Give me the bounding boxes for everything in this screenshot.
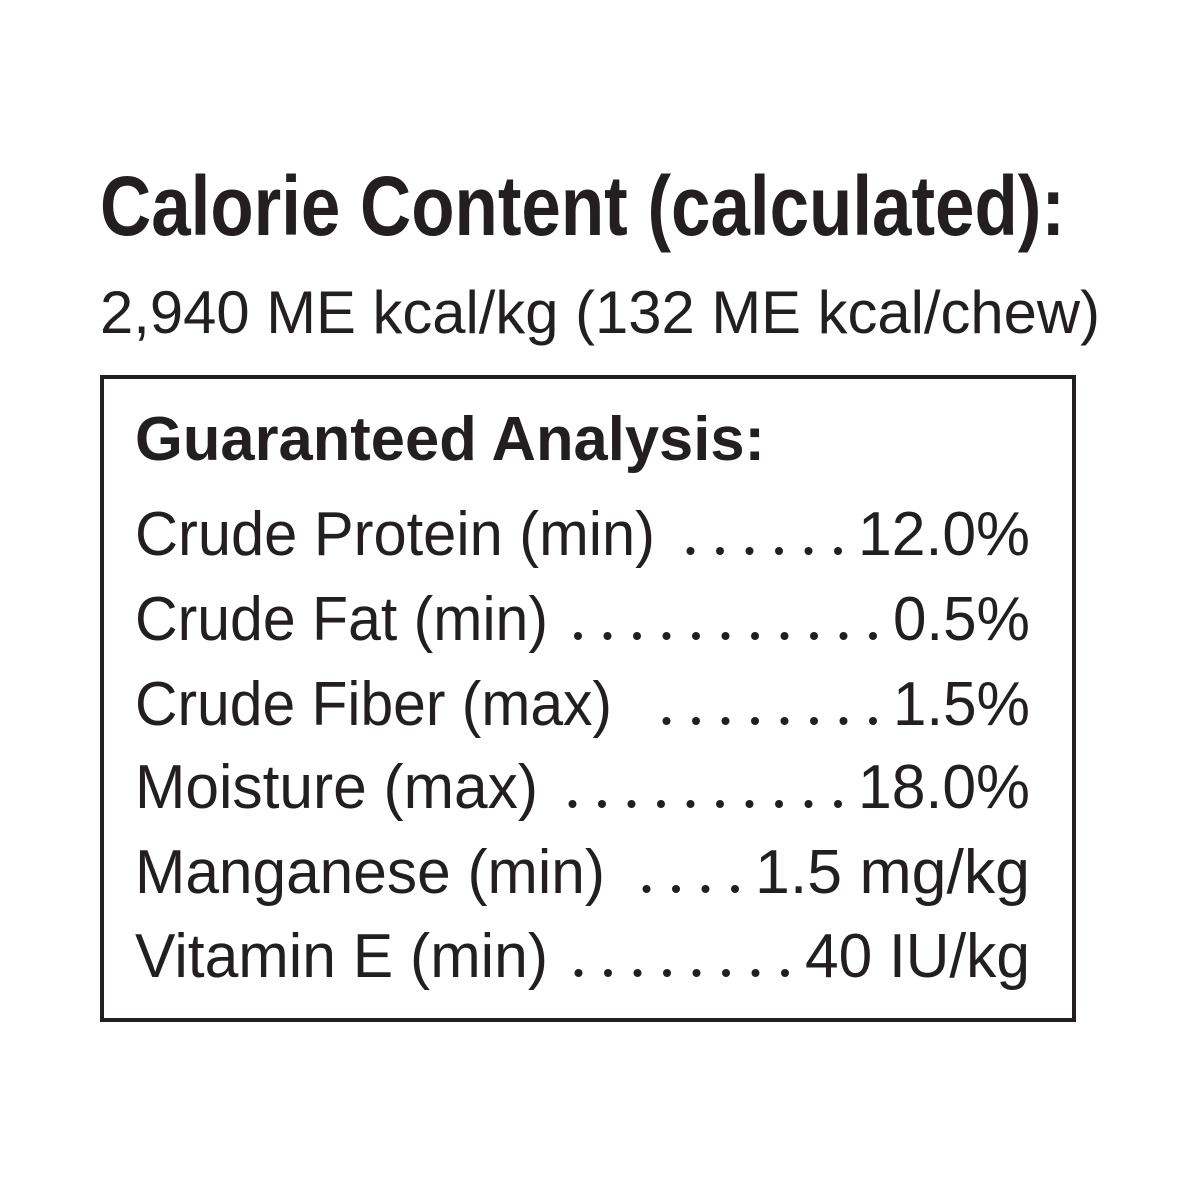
leader-dot (839, 632, 848, 640)
row-label: Moisture (max) (135, 753, 538, 822)
leader-dot (598, 800, 606, 808)
leader-dot (722, 969, 730, 977)
row-value: 18.0% (858, 753, 1030, 822)
row-value: 12.0% (858, 500, 1030, 569)
row-label: Crude Fiber (max) (135, 670, 612, 739)
leader-dot (834, 547, 842, 555)
leader-dot (692, 717, 700, 725)
leader-dot (731, 885, 739, 893)
row-value: 40 IU/kg (805, 922, 1030, 991)
subtitle: 2,940 ME kcal/kg (132 ME kcal/chew) (100, 279, 1100, 346)
leader-dot (781, 969, 789, 977)
leader-dot (751, 717, 759, 725)
leader-dot (672, 885, 680, 893)
leader-dot (627, 800, 636, 808)
row-value: 0.5% (893, 585, 1030, 654)
leader-dot (721, 717, 730, 725)
leader-dot (662, 717, 671, 725)
leader-dot (692, 632, 700, 640)
leader-dot (686, 800, 695, 808)
leader-dot (701, 885, 710, 893)
row-label: Vitamin E (min) (135, 922, 548, 991)
leader-dot (751, 969, 760, 977)
title: Calorie Content (calculated): (100, 159, 1065, 253)
leader-dot (568, 800, 577, 808)
leader-dot (604, 969, 612, 977)
leader-dot (657, 800, 665, 808)
leader-dot (721, 632, 730, 640)
leader-dot (716, 547, 724, 555)
leader-dot (686, 547, 695, 555)
leader-dot (745, 800, 754, 808)
leader-dot (810, 717, 818, 725)
leader-dot (603, 632, 612, 640)
leader-dot (633, 969, 642, 977)
row-label: Crude Fat (min) (135, 585, 548, 654)
leader-dot (869, 632, 877, 640)
row-value: 1.5% (893, 670, 1030, 739)
leader-dot (834, 800, 842, 808)
leader-dot (839, 717, 848, 725)
leader-dot (574, 632, 582, 640)
leader-dot (716, 800, 724, 808)
leader-dot (869, 717, 877, 725)
row-label: Crude Protein (min) (135, 500, 655, 569)
leader-dot (810, 632, 818, 640)
analysis-title: Guaranteed Analysis: (135, 405, 765, 474)
leader-dot (775, 800, 783, 808)
analysis-rows: Crude Protein (min) 12.0% Crude Fat (min) 0… (135, 500, 1030, 991)
analysis-box (100, 375, 1076, 1022)
leader-dot (804, 547, 813, 555)
row-value: 1.5 mg/kg (755, 838, 1030, 907)
leader-dot (574, 969, 583, 977)
leader-dot (780, 717, 789, 725)
leader-dot (633, 632, 641, 640)
leader-dot (642, 885, 651, 893)
leader-dot (775, 547, 783, 555)
leader-dot (692, 969, 701, 977)
row-label: Manganese (min) (135, 838, 605, 907)
leader-dot (663, 969, 671, 977)
leader-dot (780, 632, 789, 640)
leader-dot (804, 800, 813, 808)
leader-dot (662, 632, 671, 640)
leader-dot (745, 547, 754, 555)
leader-dot (751, 632, 759, 640)
